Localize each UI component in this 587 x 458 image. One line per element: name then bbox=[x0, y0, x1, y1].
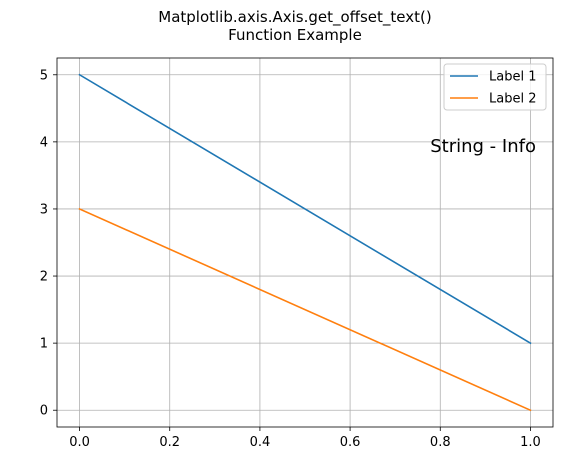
y-tick-label: 4 bbox=[40, 135, 48, 150]
x-tick-label: 0.4 bbox=[250, 435, 271, 450]
legend: Label 1 Label 2 bbox=[443, 63, 547, 111]
legend-label-2: Label 2 bbox=[489, 92, 536, 107]
x-tick-label: 0.2 bbox=[159, 435, 180, 450]
chart-title-line-1: Matplotlib.axis.Axis.get_offset_text() bbox=[158, 8, 431, 27]
series-line-2 bbox=[78, 207, 532, 412]
legend-label-1: Label 1 bbox=[489, 70, 536, 85]
grid bbox=[57, 58, 553, 427]
plot-lines bbox=[78, 73, 532, 412]
x-tick-label: 0.6 bbox=[340, 435, 361, 450]
y-tick-label: 0 bbox=[40, 404, 48, 419]
x-axis-ticks: 0.0 0.2 0.4 0.6 0.8 1.0 bbox=[69, 427, 541, 450]
chart-title-line-2: Function Example bbox=[228, 26, 362, 44]
y-axis-ticks: 0 1 2 3 4 5 bbox=[40, 68, 57, 419]
y-tick-label: 3 bbox=[40, 202, 48, 217]
axes-frame bbox=[56, 57, 554, 428]
annotation-text: String - Info bbox=[430, 136, 536, 157]
x-tick-label: 0.0 bbox=[69, 435, 90, 450]
y-tick-label: 1 bbox=[40, 337, 48, 352]
chart-title: Matplotlib.axis.Axis.get_offset_text() F… bbox=[158, 8, 431, 44]
x-tick-label: 1.0 bbox=[520, 435, 541, 450]
y-tick-label: 2 bbox=[40, 270, 48, 285]
series-line-1 bbox=[78, 73, 532, 345]
y-tick-label: 5 bbox=[40, 68, 48, 83]
x-tick-label: 0.8 bbox=[430, 435, 451, 450]
